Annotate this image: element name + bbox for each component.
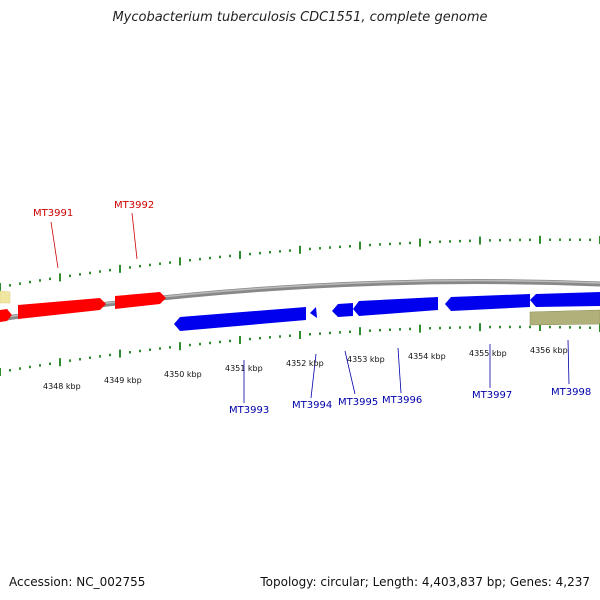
gene-arrow-mt3992[interactable]: [115, 292, 166, 309]
gene-arrow-mt3993[interactable]: [174, 307, 306, 331]
gene-label-mt3993[interactable]: MT3993: [229, 405, 269, 416]
gene-label-mt3998[interactable]: MT3998: [551, 387, 591, 398]
scale-label-4350: 4350 kbp: [164, 370, 202, 379]
gene-arrow-mt3995[interactable]: [332, 303, 353, 317]
scale-label-4352: 4352 kbp: [286, 359, 324, 368]
gene-arrow-mt3996[interactable]: [353, 297, 438, 316]
gene-arrow-left-red[interactable]: [0, 309, 12, 322]
leader-mt3998: [567, 339, 570, 385]
topology-label: Topology: circular; Length: 4,403,837 bp…: [260, 575, 590, 589]
gene-arrow-mt3991[interactable]: [18, 298, 106, 319]
leader-mt3995: [344, 350, 356, 395]
scale-label-4356: 4356 kbp: [530, 346, 568, 355]
leader-mt3996: [397, 347, 402, 394]
gene-label-mt3991[interactable]: MT3991: [33, 208, 73, 219]
gene-arrow-mt3994[interactable]: [310, 307, 317, 318]
feature-left-yellow[interactable]: [0, 290, 11, 304]
gene-label-mt3997[interactable]: MT3997: [472, 390, 512, 401]
scale-label-4351: 4351 kbp: [225, 364, 263, 373]
scale-label-4349: 4349 kbp: [104, 376, 142, 385]
gene-label-mt3994[interactable]: MT3994: [292, 400, 332, 411]
scale-label-4354: 4354 kbp: [408, 352, 446, 361]
scale-label-4355: 4355 kbp: [469, 349, 507, 358]
outer-tick-ring: [0, 235, 600, 291]
leader-mt3992: [131, 212, 138, 260]
leader-mt3994: [310, 353, 317, 399]
gene-label-mt3995[interactable]: MT3995: [338, 397, 378, 408]
map-title: Mycobacterium tuberculosis CDC1551, comp…: [112, 10, 488, 25]
leader-mt3991: [50, 221, 59, 269]
gene-arrow-mt3997[interactable]: [445, 294, 530, 311]
scale-label-4353: 4353 kbp: [347, 355, 385, 364]
gene-label-mt3996[interactable]: MT3996: [382, 395, 422, 406]
gene-label-mt3992[interactable]: MT3992: [114, 200, 154, 211]
inner-tick-ring: [0, 323, 600, 376]
feature-right-olive[interactable]: [529, 309, 600, 326]
gene-arrow-mt3998[interactable]: [530, 292, 600, 307]
scale-label-4348: 4348 kbp: [43, 382, 81, 391]
accession-label: Accession: NC_002755: [9, 575, 146, 589]
